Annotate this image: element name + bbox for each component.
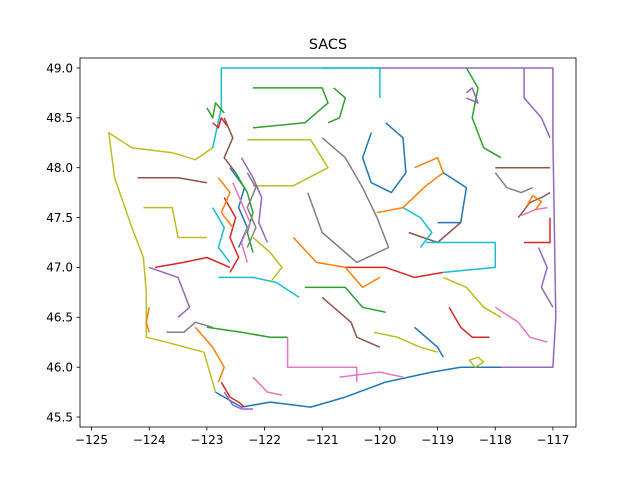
y-axis: 45.5 46.0 46.5 47.0 47.5 48.0 48.5 49.0 bbox=[46, 61, 80, 424]
boundary-line-23 bbox=[304, 286, 386, 314]
boundary-line-20 bbox=[537, 247, 554, 308]
boundary-line-1 bbox=[215, 366, 501, 408]
boundary-line-27 bbox=[339, 371, 404, 378]
x-tick-label: −122 bbox=[248, 433, 281, 447]
x-tick-label: −120 bbox=[363, 433, 396, 447]
y-tick-label: 46.5 bbox=[46, 311, 73, 325]
boundary-line-31 bbox=[194, 326, 225, 383]
boundary-line-25 bbox=[373, 331, 438, 353]
boundary-line-45 bbox=[206, 102, 225, 119]
boundary-line-38 bbox=[240, 157, 269, 243]
boundary-line-15 bbox=[523, 68, 551, 139]
boundary-line-50 bbox=[166, 321, 213, 334]
boundary-line-52 bbox=[148, 266, 191, 318]
boundary-line-43 bbox=[252, 236, 283, 283]
x-tick-label: −123 bbox=[190, 433, 223, 447]
boundary-line-6 bbox=[247, 139, 329, 187]
boundary-line-41 bbox=[246, 172, 257, 248]
boundary-line-4 bbox=[322, 67, 381, 98]
boundary-line-7 bbox=[361, 122, 407, 194]
x-tick-label: −119 bbox=[421, 433, 454, 447]
boundary-line-46 bbox=[212, 117, 228, 129]
boundary-line-10 bbox=[437, 172, 468, 224]
boundary-line-60 bbox=[494, 172, 533, 194]
boundary-line-28 bbox=[286, 337, 358, 383]
boundary-line-53 bbox=[468, 356, 485, 368]
boundary-line-18 bbox=[526, 194, 543, 211]
plot-frame bbox=[79, 57, 577, 428]
boundary-line-57 bbox=[443, 276, 502, 318]
boundary-line-48 bbox=[223, 391, 253, 410]
y-tick-label: 46.0 bbox=[46, 360, 73, 374]
x-tick-label: −117 bbox=[536, 433, 569, 447]
boundary-line-40 bbox=[212, 207, 231, 263]
boundary-line-32 bbox=[154, 256, 231, 269]
x-tick-label: −124 bbox=[133, 433, 166, 447]
boundary-line-19 bbox=[524, 217, 551, 244]
boundary-line-58 bbox=[494, 306, 548, 343]
boundary-line-2 bbox=[108, 132, 217, 393]
y-tick-label: 47.0 bbox=[46, 261, 73, 275]
boundary-line-39 bbox=[232, 182, 251, 263]
boundary-line-37 bbox=[223, 197, 240, 273]
x-tick-label: −121 bbox=[306, 433, 339, 447]
boundary-line-14 bbox=[465, 67, 502, 159]
x-tick-label: −125 bbox=[75, 433, 108, 447]
map-boundaries bbox=[108, 67, 557, 410]
boundary-line-24 bbox=[321, 296, 381, 348]
boundary-line-26 bbox=[414, 326, 444, 358]
boundary-line-59 bbox=[448, 306, 490, 338]
boundary-line-8 bbox=[307, 137, 390, 264]
boundary-line-16 bbox=[517, 191, 551, 219]
x-tick-label: −118 bbox=[479, 433, 512, 447]
boundary-line-54 bbox=[465, 87, 479, 104]
y-tick-label: 47.5 bbox=[46, 211, 73, 225]
chart-title: SACS bbox=[309, 37, 347, 53]
boundary-line-42 bbox=[217, 177, 234, 228]
boundary-line-44 bbox=[223, 117, 237, 174]
boundary-line-51 bbox=[145, 307, 150, 333]
y-tick-label: 45.5 bbox=[46, 410, 73, 424]
y-tick-label: 48.0 bbox=[46, 161, 73, 175]
boundary-line-47 bbox=[220, 381, 245, 408]
boundary-line-9 bbox=[376, 156, 445, 214]
boundary-line-21 bbox=[345, 266, 444, 279]
boundary-line-55 bbox=[327, 87, 347, 124]
y-tick-label: 48.5 bbox=[46, 111, 73, 125]
boundary-line-30 bbox=[206, 326, 288, 338]
y-tick-label: 49.0 bbox=[46, 61, 73, 75]
boundary-line-29 bbox=[218, 276, 300, 299]
boundary-line-34 bbox=[137, 176, 208, 184]
boundary-line-22 bbox=[292, 236, 381, 289]
boundary-line-36 bbox=[235, 172, 254, 253]
boundary-line-5 bbox=[252, 87, 329, 129]
boundary-line-33 bbox=[143, 206, 207, 239]
boundary-line-49 bbox=[252, 376, 283, 396]
boundary-line-3 bbox=[211, 67, 380, 148]
boundary-line-12 bbox=[426, 241, 497, 274]
x-axis: −125 −124 −123 −122 −121 −120 −119 −118 −117 bbox=[75, 427, 569, 447]
boundary-line-56 bbox=[402, 206, 433, 248]
